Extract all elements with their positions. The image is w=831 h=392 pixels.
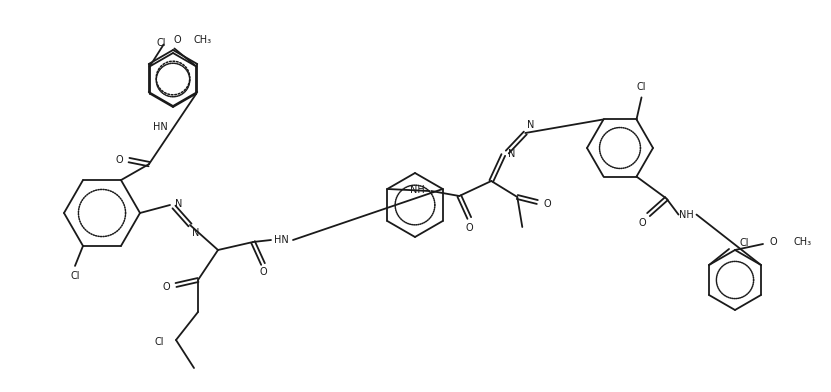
Text: CH₃: CH₃ <box>194 34 212 45</box>
Text: CH₃: CH₃ <box>793 237 811 247</box>
Text: O: O <box>770 237 777 247</box>
Text: NH: NH <box>679 210 694 220</box>
Text: O: O <box>639 218 647 228</box>
Text: Cl: Cl <box>739 238 749 248</box>
Text: O: O <box>543 199 551 209</box>
Text: N: N <box>175 199 182 209</box>
Text: Cl: Cl <box>155 337 164 347</box>
Text: O: O <box>259 267 267 277</box>
Text: HN: HN <box>153 122 168 132</box>
Text: O: O <box>116 155 123 165</box>
Text: O: O <box>465 223 473 233</box>
Text: O: O <box>174 34 181 45</box>
Text: O: O <box>162 282 170 292</box>
Text: NH: NH <box>410 185 425 195</box>
Text: Cl: Cl <box>637 82 647 93</box>
Text: HN: HN <box>273 235 288 245</box>
Text: Cl: Cl <box>157 38 166 47</box>
Text: N: N <box>509 149 516 159</box>
Text: Cl: Cl <box>71 271 80 281</box>
Text: N: N <box>192 228 199 238</box>
Text: N: N <box>528 120 534 130</box>
